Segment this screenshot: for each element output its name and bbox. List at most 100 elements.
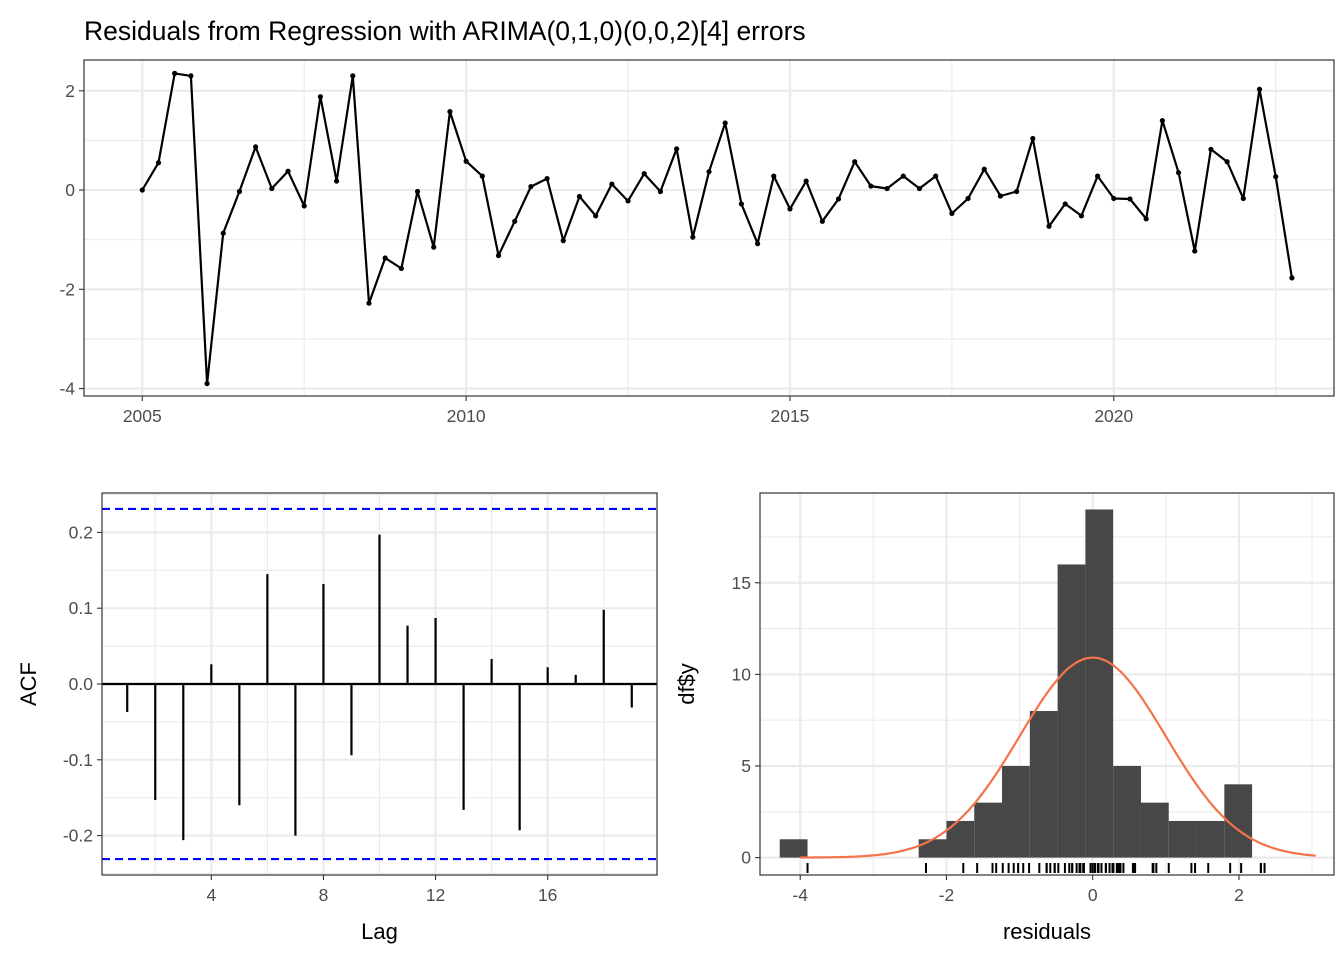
- residual-point: [317, 94, 323, 100]
- x-tick-label: 12: [426, 885, 445, 905]
- residual-point: [835, 196, 842, 202]
- residual-point: [172, 70, 178, 77]
- residual-point: [512, 218, 518, 224]
- y-tick-label: 0.1: [69, 598, 93, 618]
- residual-point: [204, 380, 210, 387]
- residual-point: [674, 146, 680, 152]
- histogram-bar: [1113, 765, 1141, 858]
- residual-point: [479, 173, 485, 179]
- histogram-bar: [1140, 802, 1169, 858]
- residual-point: [690, 234, 696, 240]
- residual-point: [706, 169, 712, 175]
- histogram-bar: [974, 802, 1003, 858]
- residual-point: [155, 160, 162, 166]
- y-tick-label: 0: [65, 180, 75, 200]
- residual-point: [657, 188, 664, 195]
- histogram-bar: [918, 839, 947, 858]
- residual-point: [754, 241, 761, 247]
- residual-point: [447, 109, 453, 115]
- histogram-bar: [1029, 711, 1058, 858]
- residual-point: [1014, 188, 1020, 195]
- residual-point: [188, 73, 194, 79]
- residual-point: [139, 187, 145, 193]
- normal-density-curve: [800, 656, 1316, 859]
- residual-point: [269, 185, 275, 192]
- y-tick-label: 5: [741, 756, 751, 776]
- histogram-bars: [779, 509, 1253, 858]
- residual-point: [1273, 174, 1279, 180]
- x-tick-label: 0: [1088, 885, 1098, 905]
- panel-background: [84, 60, 1334, 396]
- y-axis: -4 -2 0 2: [59, 81, 84, 399]
- y-tick-label: -4: [59, 379, 75, 399]
- y-tick-label: 15: [732, 573, 751, 593]
- residual-point: [560, 238, 566, 244]
- residual-point: [738, 201, 744, 207]
- residual-point: [398, 265, 404, 272]
- residual-point: [1208, 146, 1214, 152]
- acf-bars: [126, 534, 633, 841]
- residual-point: [1159, 117, 1165, 124]
- residual-point: [1111, 195, 1117, 202]
- residual-point: [803, 178, 809, 184]
- residual-point: [609, 181, 615, 187]
- residual-point: [1095, 173, 1101, 179]
- residual-point: [787, 206, 793, 212]
- rug-marks: [806, 863, 1266, 873]
- residual-point: [495, 252, 502, 259]
- y-axis-title: ACF: [16, 662, 41, 706]
- x-tick-label: 2005: [123, 406, 162, 426]
- residual-point: [933, 173, 939, 179]
- y-tick-label: -0.1: [63, 750, 93, 770]
- y-axis-title: df$y: [674, 663, 699, 705]
- x-tick-label: 8: [319, 885, 329, 905]
- residual-series-line: [141, 72, 1293, 385]
- y-tick-label: 0: [741, 848, 751, 868]
- residual-point: [868, 183, 874, 189]
- residual-point: [1030, 135, 1036, 142]
- residual-point: [965, 195, 971, 202]
- residual-point: [625, 198, 631, 204]
- residuals-time-series-panel: 2005 2010 2015 2020 -4 -2 0 2: [59, 59, 1335, 426]
- residual-point: [1078, 213, 1085, 219]
- residual-point: [981, 166, 987, 172]
- residual-point: [1289, 275, 1295, 281]
- x-tick-label: 2: [1234, 885, 1244, 905]
- residual-point: [1240, 195, 1246, 202]
- y-axis: -0.2 -0.1 0.0 0.1 0.2: [63, 522, 102, 846]
- residual-point: [593, 213, 599, 219]
- residual-point: [1224, 159, 1230, 165]
- residual-point: [916, 185, 923, 192]
- x-tick-label: -2: [939, 885, 955, 905]
- residual-point: [900, 173, 906, 179]
- residual-point: [1046, 223, 1052, 229]
- residual-point: [1192, 248, 1198, 254]
- gridlines: [84, 60, 1334, 396]
- y-tick-label: 0.0: [69, 674, 94, 694]
- residual-point: [1256, 86, 1263, 92]
- acf-panel: 4 8 12 16 -0.2 -0.1 0.0 0.1 0.2 Lag ACF: [16, 492, 658, 944]
- residual-point: [852, 159, 858, 165]
- residual-point: [1127, 196, 1133, 202]
- residual-point: [366, 300, 372, 306]
- x-tick-label: 2010: [447, 406, 486, 426]
- residual-point: [285, 168, 291, 174]
- histogram-bar: [1085, 509, 1114, 858]
- residual-point: [544, 176, 550, 182]
- x-tick-label: -4: [792, 885, 808, 905]
- panel-border: [759, 492, 1335, 876]
- y-tick-label: 0.2: [69, 522, 93, 542]
- y-axis: 0 5 10 15: [732, 573, 760, 868]
- x-tick-label: 16: [538, 885, 557, 905]
- residual-point: [1175, 170, 1182, 176]
- residual-point: [528, 183, 534, 190]
- residual-point: [949, 210, 955, 216]
- x-axis: 4 8 12 16: [206, 875, 557, 905]
- x-axis: 2005 2010 2015 2020: [123, 396, 1134, 426]
- residuals-histogram-panel: -4 -2 0 2 0 5 10 15 residuals df$y: [674, 492, 1335, 944]
- residual-point: [997, 193, 1004, 199]
- histogram-bar: [779, 839, 808, 858]
- x-tick-label: 2015: [770, 406, 809, 426]
- y-tick-label: 10: [732, 664, 752, 684]
